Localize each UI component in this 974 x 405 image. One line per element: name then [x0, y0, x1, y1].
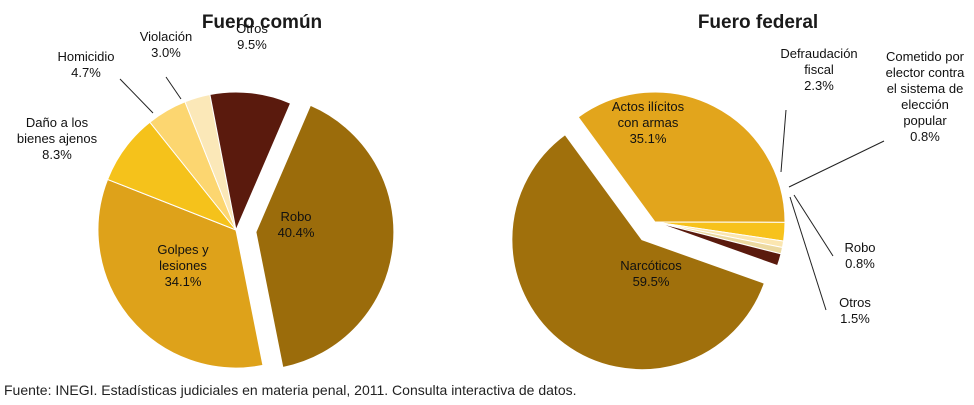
- leader-line-violacion-fuero-comun: [165, 76, 182, 100]
- source-note: Fuente: INEGI. Estadísticas judiciales e…: [4, 382, 577, 398]
- pie-slice-narcoticos-fuero-federal: [511, 134, 765, 371]
- pie-chart-fuero-federal: Fuero federal Actos ilícitos con armas 35.…: [511, 12, 966, 371]
- chart-title-fuero-comun: Fuero común: [202, 12, 322, 33]
- data-label-actos-ilicitos-fuero-federal: Actos ilícitos con armas 35.1%: [612, 99, 685, 146]
- data-label-violacion-fuero-comun: Violación 3.0%: [140, 29, 193, 60]
- data-label-golpes-y-fuero-comun: Golpes y lesiones 34.1%: [157, 242, 209, 289]
- pie-slice-otros-fuero-federal: [654, 221, 782, 267]
- leader-line-homicidio-fuero-comun: [119, 78, 154, 114]
- leader-line-otros-fuero-federal: [789, 196, 827, 311]
- pie-slice-golpes-y-fuero-comun: [97, 178, 264, 369]
- data-label-robo-fuero-comun: Robo 40.4%: [278, 209, 315, 240]
- pie-chart-fuero-comun: Fuero común Robo 40.4% Golpes y lesiones 34.…: [17, 12, 395, 369]
- leader-line-defraudacion-fuero-federal: [780, 109, 787, 173]
- data-label-narcoticos-fuero-federal: Narcóticos 59.5%: [620, 258, 682, 289]
- data-label-otros-fuero-federal: Otros 1.5%: [839, 295, 871, 326]
- leader-line-cometido-por-fuero-federal: [788, 140, 885, 188]
- pie-slice-robo-fuero-comun: [255, 104, 395, 369]
- pie-slice-otros-fuero-comun: [209, 91, 292, 232]
- data-label-homicidio-fuero-comun: Homicidio 4.7%: [57, 49, 114, 80]
- data-label-dano-a-los-fuero-comun: Daño a los bienes ajenos 8.3%: [17, 115, 98, 162]
- leader-line-robo-fuero-federal: [793, 194, 834, 257]
- data-label-cometido-por-fuero-federal: Cometido por elector contra el sistema de e…: [886, 49, 966, 144]
- pie-slice-actos-ilicitos-fuero-federal: [577, 91, 786, 223]
- data-label-otros-fuero-comun: Otros 9.5%: [236, 21, 268, 52]
- chart-title-fuero-federal: Fuero federal: [698, 12, 818, 33]
- data-label-defraudacion-fuero-federal: Defraudación fiscal 2.3%: [780, 46, 857, 93]
- data-label-robo-fuero-federal: Robo 0.8%: [844, 240, 875, 271]
